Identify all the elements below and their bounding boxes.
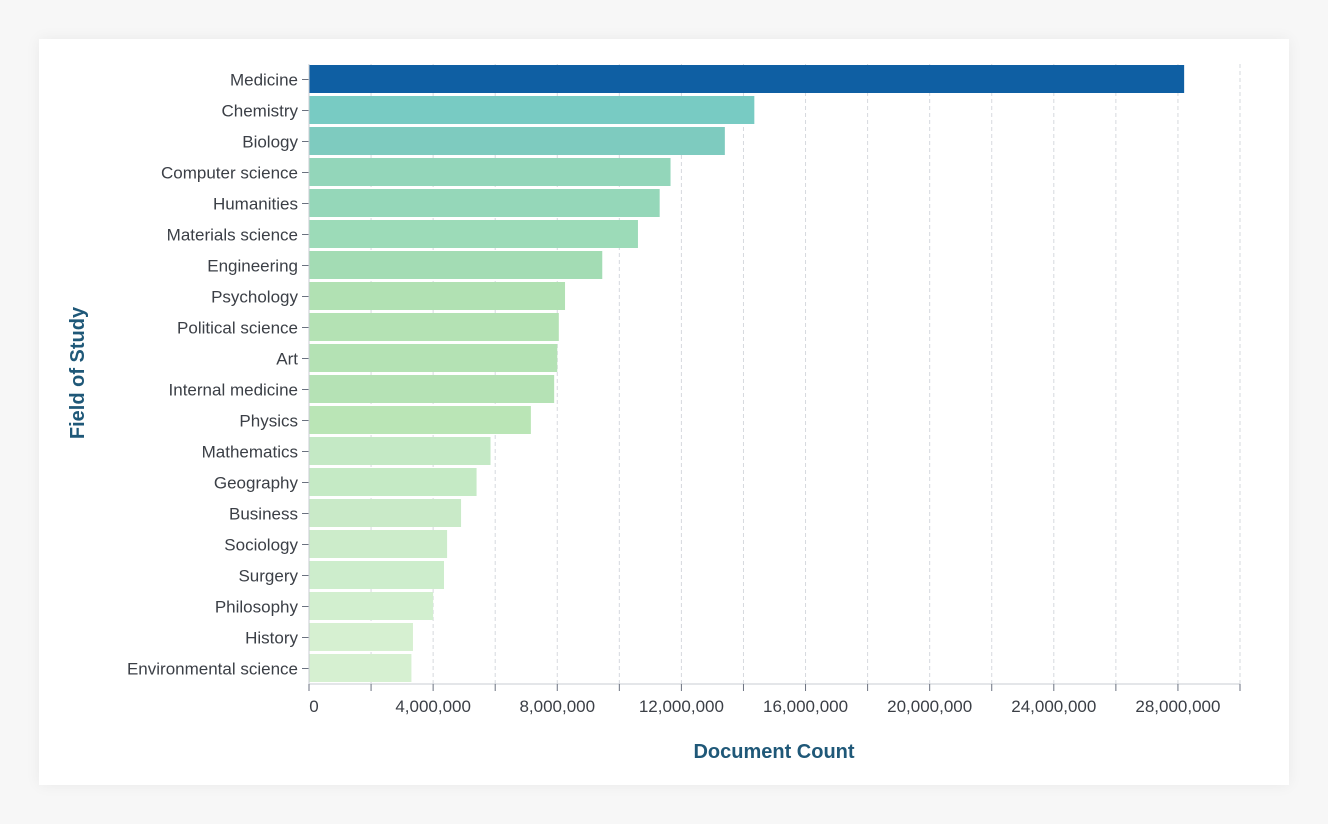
x-tick-label: 20,000,000 (887, 697, 972, 716)
bar (309, 623, 413, 651)
y-tick-label: History (245, 629, 298, 648)
y-tick-label: Political science (177, 319, 298, 338)
bar (309, 561, 444, 589)
bar (309, 375, 555, 403)
bar (309, 654, 412, 682)
bar (309, 158, 671, 186)
y-tick-label: Business (229, 505, 298, 524)
x-tick-label: 8,000,000 (519, 697, 595, 716)
y-tick-label: Psychology (211, 288, 298, 307)
y-tick-label: Philosophy (215, 598, 299, 617)
y-axis-title: Field of Study (67, 306, 89, 439)
y-tick-label: Geography (214, 474, 299, 493)
y-tick-label: Engineering (207, 257, 298, 276)
bars (309, 65, 1185, 682)
grid-lines (370, 64, 1241, 684)
bar (309, 220, 638, 248)
bar-chart: Medicine Chemistry Biology Computer science… (67, 64, 1241, 763)
bar (309, 468, 477, 496)
x-tick-label: 28,000,000 (1135, 697, 1220, 716)
bar (309, 96, 755, 124)
x-axis-title: Document Count (693, 741, 854, 763)
bar (309, 65, 1185, 93)
y-tick-label: Sociology (224, 536, 298, 555)
bar (309, 251, 603, 279)
y-tick-label: Chemistry (221, 102, 298, 121)
bar (309, 530, 448, 558)
bar (309, 189, 660, 217)
y-tick-label: Surgery (238, 567, 298, 586)
bar (309, 592, 434, 620)
chart-card: Medicine Chemistry Biology Computer science… (39, 39, 1289, 785)
y-tick-label: Materials science (167, 226, 298, 245)
bar (309, 437, 491, 465)
y-tick-label: Physics (239, 412, 298, 431)
bar (309, 313, 559, 341)
y-tick-label: Internal medicine (169, 381, 298, 400)
x-tick-label: 24,000,000 (1011, 697, 1096, 716)
bar (309, 499, 462, 527)
x-axis: 0 4,000,000 8,000,000 12,000,000 16,000,000 2… (308, 683, 1241, 716)
x-tick-label: 12,000,000 (639, 697, 724, 716)
x-tick-label: 0 (309, 697, 318, 716)
x-tick-label: 16,000,000 (763, 697, 848, 716)
y-tick-label: Environmental science (127, 660, 298, 679)
y-tick-label: Art (276, 350, 298, 369)
y-axis: Medicine Chemistry Biology Computer science… (127, 64, 310, 684)
y-tick-label: Humanities (213, 195, 298, 214)
bar (309, 127, 725, 155)
y-tick-label: Medicine (230, 71, 298, 90)
y-tick-label: Biology (242, 133, 298, 152)
y-tick-label: Computer science (161, 164, 298, 183)
x-tick-label: 4,000,000 (395, 697, 471, 716)
bar (309, 282, 566, 310)
bar (309, 406, 531, 434)
y-tick-label: Mathematics (202, 443, 298, 462)
bar (309, 344, 558, 372)
